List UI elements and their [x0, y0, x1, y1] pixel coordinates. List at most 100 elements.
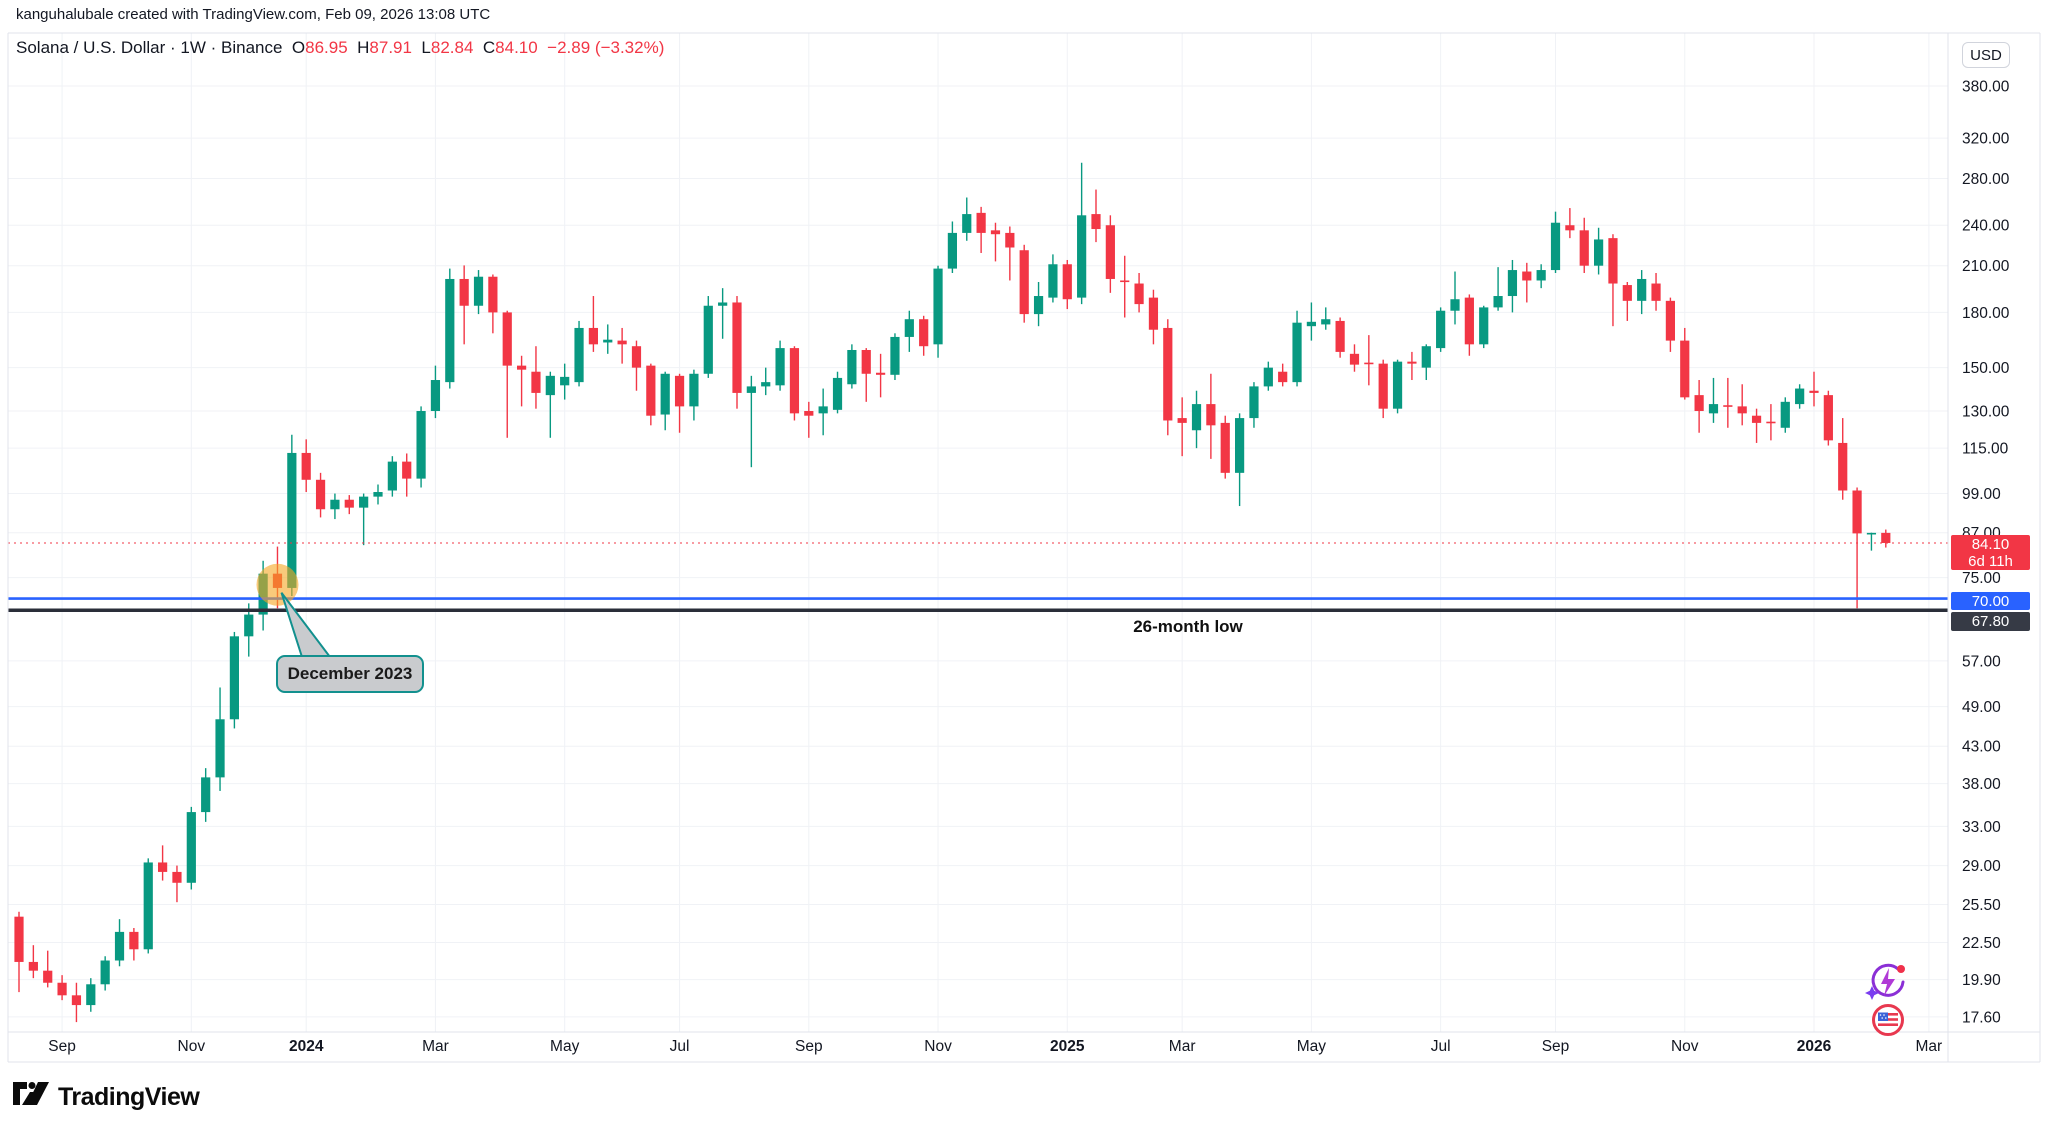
candle-body-2024-10-14: [890, 336, 900, 375]
time-axis-label[interactable]: May: [550, 1038, 580, 1055]
candle-body-2024-02-26: [416, 411, 426, 479]
candle-body-2025-08-25: [1536, 270, 1546, 281]
time-axis-label[interactable]: Jul: [670, 1038, 690, 1055]
price-axis-label[interactable]: 280.00: [1962, 171, 2010, 188]
candle-body-2024-04-15: [517, 365, 527, 370]
candle-body-2025-05-19: [1335, 320, 1345, 352]
price-axis-label[interactable]: 49.00: [1962, 699, 2001, 716]
price-axis-label[interactable]: 43.00: [1962, 739, 2001, 756]
time-axis-label[interactable]: Nov: [178, 1038, 206, 1055]
symbol-title[interactable]: Solana / U.S. Dollar · 1W · Binance: [16, 38, 283, 57]
price-axis-label[interactable]: 29.00: [1962, 858, 2001, 875]
price-axis-label[interactable]: 22.50: [1962, 935, 2001, 952]
price-axis-label[interactable]: 150.00: [1962, 360, 2010, 377]
candle-body-2024-03-11: [445, 278, 455, 383]
ai-lightning-sticker-icon[interactable]: [1865, 960, 1909, 1004]
price-axis-label[interactable]: 19.90: [1962, 972, 2001, 989]
open-label: O: [291, 38, 306, 57]
price-axis-label[interactable]: 130.00: [1962, 404, 2010, 421]
price-axis-label[interactable]: 33.00: [1962, 819, 2001, 836]
time-axis-label[interactable]: Mar: [1169, 1038, 1196, 1055]
price-axis-label[interactable]: 25.50: [1962, 897, 2001, 914]
candle-body-2025-07-07: [1436, 310, 1446, 349]
candle-body-2024-09-16: [832, 377, 843, 410]
highlight-circle[interactable]: [256, 563, 299, 606]
candle-body-2024-12-30: [1048, 264, 1058, 298]
26-month-low-annotation[interactable]: 26-month low: [1133, 617, 1243, 636]
candle-body-2026-01-12: [1823, 395, 1833, 441]
candle-body-2024-05-27: [603, 339, 613, 343]
time-axis-label[interactable]: Nov: [924, 1038, 952, 1055]
low-label: L: [421, 38, 431, 57]
tradingview-logo[interactable]: TradingView: [13, 1082, 200, 1112]
time-axis-label[interactable]: 2024: [289, 1038, 324, 1055]
change-value: −2.89 (−3.32%): [547, 38, 665, 57]
price-axis-label[interactable]: 57.00: [1962, 653, 2001, 670]
candle-body-2025-10-06: [1622, 285, 1632, 301]
candle-body-2023-08-14: [14, 916, 24, 962]
candle-body-2024-01-08: [315, 479, 326, 510]
candle-body-2023-10-16: [143, 862, 153, 950]
candle-body-2025-03-17: [1206, 404, 1216, 426]
time-axis-label[interactable]: Sep: [48, 1038, 76, 1055]
candle-body-2024-08-05: [746, 386, 756, 393]
candle-body-2023-09-11: [71, 995, 82, 1006]
candle-body-2024-11-11: [947, 232, 957, 269]
time-axis-label[interactable]: 2026: [1797, 1038, 1832, 1055]
candle-body-2024-10-21: [904, 319, 914, 337]
candle-body-2024-09-30: [861, 349, 871, 374]
time-axis-label[interactable]: Jul: [1431, 1038, 1451, 1055]
candle-body-2024-01-22: [344, 499, 354, 508]
candle-body-2024-07-29: [732, 302, 742, 393]
candle-body-2023-09-04: [57, 982, 67, 996]
price-axis-label[interactable]: 115.00: [1962, 441, 2009, 458]
candle-body-2025-12-01: [1737, 406, 1747, 414]
candle-body-2023-10-30: [172, 871, 182, 883]
price-axis-label[interactable]: 75.00: [1962, 570, 2001, 587]
time-axis-label[interactable]: Mar: [1916, 1038, 1943, 1055]
candle-body-2025-03-24: [1220, 422, 1230, 473]
time-axis-label[interactable]: May: [1297, 1038, 1327, 1055]
price-axis-label[interactable]: 240.00: [1962, 218, 2010, 235]
time-axis-label[interactable]: Sep: [1542, 1038, 1570, 1055]
candle-body-2025-06-23: [1407, 361, 1417, 364]
us-flag-sticker-icon[interactable]: [1872, 1004, 1904, 1036]
price-axis-label[interactable]: 320.00: [1962, 131, 2010, 148]
december-2023-callout[interactable]: December 2023: [276, 655, 424, 693]
candle-body-2024-10-28: [919, 319, 929, 347]
price-axis-label[interactable]: 180.00: [1962, 305, 2010, 322]
time-axis-label[interactable]: 2025: [1050, 1038, 1085, 1055]
candle-body-2025-09-29: [1608, 238, 1618, 284]
tradingview-logo-icon: [13, 1082, 49, 1105]
candle-body-2025-12-15: [1766, 421, 1776, 424]
price-axis-label[interactable]: 210.00: [1962, 258, 2010, 275]
time-axis-label[interactable]: Mar: [422, 1038, 449, 1055]
candle-body-2024-06-17: [646, 365, 656, 416]
candle-body-2024-10-07: [876, 372, 886, 375]
candle-body-2024-06-03: [617, 340, 627, 345]
candle-body-2025-12-22: [1780, 401, 1790, 428]
candle-body-2025-07-21: [1464, 297, 1474, 345]
currency-toggle-button[interactable]: USD: [1962, 42, 2010, 68]
candle-body-2025-05-05: [1306, 321, 1316, 327]
candle-body-2025-03-31: [1235, 418, 1245, 473]
high-value: 87.91: [369, 38, 412, 57]
candle-body-2025-10-13: [1637, 278, 1647, 301]
candle-body-2025-07-14: [1450, 299, 1460, 311]
candle-body-2024-07-22: [718, 302, 728, 306]
price-axis-label[interactable]: 17.60: [1962, 1009, 2001, 1026]
candle-body-2025-05-12: [1321, 319, 1331, 325]
candle-body-2025-11-24: [1723, 405, 1733, 407]
time-axis-label[interactable]: Nov: [1671, 1038, 1699, 1055]
price-axis-label[interactable]: 99.00: [1962, 486, 2001, 503]
candle-body-2024-12-02: [990, 230, 1001, 235]
candle-body-2026-02-09: [1881, 532, 1891, 543]
time-axis-label[interactable]: Sep: [795, 1038, 823, 1055]
candle-body-2026-01-05: [1809, 390, 1819, 393]
candle-body-2024-08-12: [761, 382, 771, 387]
price-axis-label[interactable]: 380.00: [1962, 79, 2010, 96]
candle-body-2024-04-22: [531, 371, 541, 393]
candle-body-2024-08-19: [775, 348, 785, 386]
price-axis-label[interactable]: 38.00: [1962, 776, 2001, 793]
candle-body-2023-10-02: [114, 931, 125, 961]
